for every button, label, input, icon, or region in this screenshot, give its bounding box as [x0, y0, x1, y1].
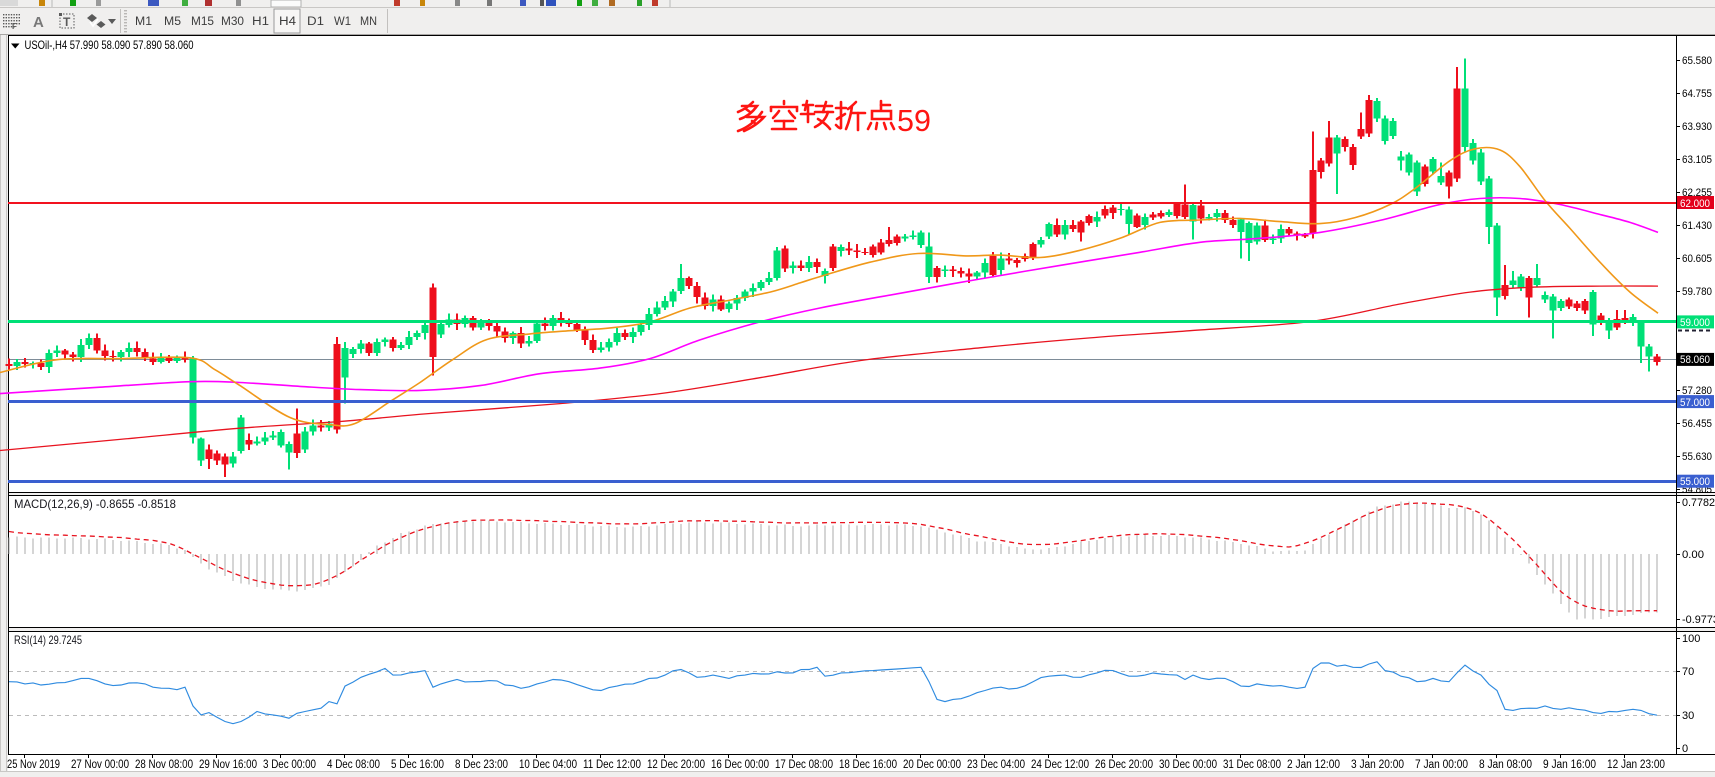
svg-text:100: 100 — [1682, 633, 1700, 645]
svg-text:10 Dec 04:00: 10 Dec 04:00 — [519, 759, 577, 771]
svg-text:-0.9773: -0.9773 — [1682, 614, 1715, 626]
svg-text:57.280: 57.280 — [1682, 385, 1712, 397]
svg-text:58.060: 58.060 — [1680, 354, 1710, 366]
svg-text:65.580: 65.580 — [1682, 55, 1712, 67]
svg-text:27 Nov 00:00: 27 Nov 00:00 — [71, 759, 129, 771]
svg-text:D1: D1 — [307, 16, 324, 28]
svg-text:5 Dec 16:00: 5 Dec 16:00 — [391, 759, 444, 771]
svg-text:3 Jan 20:00: 3 Jan 20:00 — [1351, 759, 1404, 771]
svg-text:57.000: 57.000 — [1680, 397, 1710, 409]
svg-text:60.605: 60.605 — [1682, 253, 1712, 265]
svg-text:63.105: 63.105 — [1682, 154, 1712, 166]
svg-text:31 Dec 08:00: 31 Dec 08:00 — [1223, 759, 1281, 771]
svg-text:H4: H4 — [279, 16, 297, 28]
svg-text:M1: M1 — [135, 16, 152, 28]
svg-text:16 Dec 00:00: 16 Dec 00:00 — [711, 759, 769, 771]
svg-text:T: T — [63, 15, 71, 29]
svg-text:USOil-,H4 57.990 58.090 57.89: USOil-,H4 57.990 58.090 57.890 58.060 — [25, 38, 194, 52]
svg-text:23 Dec 04:00: 23 Dec 04:00 — [967, 759, 1025, 771]
svg-text:29 Nov 16:00: 29 Nov 16:00 — [199, 759, 257, 771]
svg-text:18 Dec 16:00: 18 Dec 16:00 — [839, 759, 897, 771]
svg-text:M15: M15 — [191, 16, 214, 28]
svg-text:24 Dec 12:00: 24 Dec 12:00 — [1031, 759, 1089, 771]
svg-text:9 Jan 16:00: 9 Jan 16:00 — [1543, 759, 1596, 771]
svg-text:30 Dec 00:00: 30 Dec 00:00 — [1159, 759, 1217, 771]
svg-text:64.755: 64.755 — [1682, 88, 1712, 100]
svg-text:30: 30 — [1682, 710, 1694, 722]
svg-text:25 Nov 2019: 25 Nov 2019 — [7, 759, 60, 771]
svg-text:H1: H1 — [252, 16, 269, 28]
svg-text:55.630: 55.630 — [1682, 451, 1712, 463]
svg-text:17 Dec 08:00: 17 Dec 08:00 — [775, 759, 833, 771]
svg-text:59: 59 — [897, 104, 931, 138]
svg-text:59.000: 59.000 — [1680, 317, 1710, 329]
svg-text:0.00: 0.00 — [1682, 549, 1704, 561]
svg-text:0.7782: 0.7782 — [1682, 497, 1715, 509]
svg-text:2 Jan 12:00: 2 Jan 12:00 — [1287, 759, 1340, 771]
svg-text:62.000: 62.000 — [1680, 198, 1710, 210]
svg-text:61.430: 61.430 — [1682, 220, 1712, 232]
svg-text:8 Dec 23:00: 8 Dec 23:00 — [455, 759, 508, 771]
svg-text:63.930: 63.930 — [1682, 121, 1712, 133]
svg-text:0: 0 — [1682, 743, 1688, 755]
svg-text:56.455: 56.455 — [1682, 418, 1712, 430]
svg-text:26 Dec 20:00: 26 Dec 20:00 — [1095, 759, 1153, 771]
svg-text:7 Jan 00:00: 7 Jan 00:00 — [1415, 759, 1468, 771]
svg-text:A: A — [33, 14, 44, 31]
svg-text:59.780: 59.780 — [1682, 286, 1712, 298]
svg-text:M5: M5 — [164, 16, 181, 28]
svg-text:11 Dec 12:00: 11 Dec 12:00 — [583, 759, 641, 771]
svg-text:3 Dec 00:00: 3 Dec 00:00 — [263, 759, 316, 771]
svg-text:F: F — [12, 22, 17, 31]
svg-text:12 Dec 20:00: 12 Dec 20:00 — [647, 759, 705, 771]
svg-text:W1: W1 — [334, 16, 351, 28]
svg-text:M30: M30 — [221, 16, 244, 28]
svg-text:MN: MN — [360, 16, 377, 28]
svg-text:28 Nov 08:00: 28 Nov 08:00 — [135, 759, 193, 771]
svg-text:20 Dec 00:00: 20 Dec 00:00 — [903, 759, 961, 771]
svg-text:RSI(14) 29.7245: RSI(14) 29.7245 — [14, 633, 82, 647]
svg-text:70: 70 — [1682, 666, 1694, 678]
svg-text:12 Jan 23:00: 12 Jan 23:00 — [1607, 759, 1665, 771]
svg-text:MACD(12,26,9) -0.8655 -0.8518: MACD(12,26,9) -0.8655 -0.8518 — [14, 497, 176, 511]
svg-text:4 Dec 08:00: 4 Dec 08:00 — [327, 759, 380, 771]
svg-text:55.000: 55.000 — [1680, 476, 1710, 488]
svg-text:8 Jan 08:00: 8 Jan 08:00 — [1479, 759, 1532, 771]
